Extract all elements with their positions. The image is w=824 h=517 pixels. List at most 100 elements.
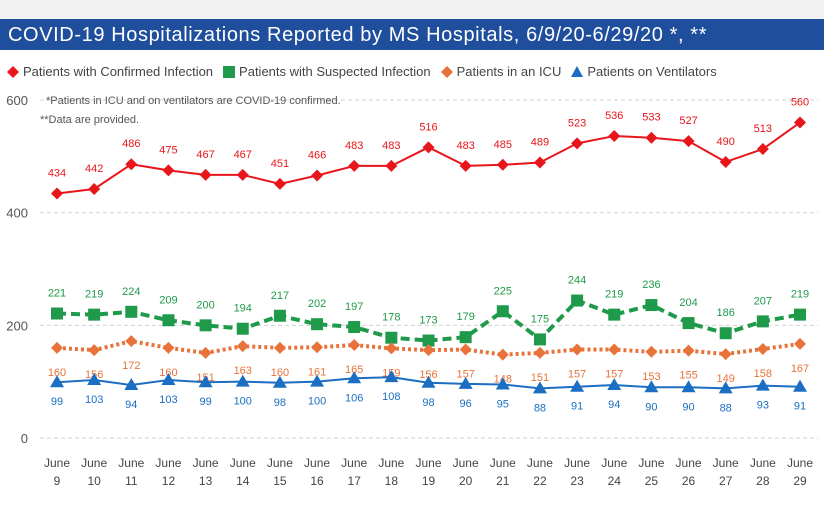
data-point-icu [496,348,509,361]
x-tick-label: June [787,456,813,470]
data-point-suspected [162,314,175,327]
data-label-ventilators: 90 [645,401,657,413]
data-label-confirmed: 536 [605,110,623,122]
data-point-ventilators [161,372,176,385]
data-label-suspected: 236 [642,279,660,291]
data-label-ventilators: 94 [125,399,137,411]
data-point-confirmed [756,143,769,156]
data-point-ventilators [607,378,622,391]
data-label-icu: 153 [642,371,660,383]
data-point-ventilators [310,374,325,387]
legend-item-suspected: Patients with Suspected Infection [222,64,431,79]
data-point-confirmed [311,169,324,182]
legend-label-confirmed: Patients with Confirmed Infection [23,64,214,79]
data-label-icu: 160 [271,367,289,379]
x-tick-label: 15 [273,474,287,488]
data-label-confirmed: 434 [48,168,66,180]
x-tick-label: 10 [87,474,101,488]
x-tick-label: 12 [162,474,176,488]
x-tick-label: June [230,456,256,470]
data-point-confirmed [682,135,695,148]
data-label-ventilators: 96 [460,398,472,410]
data-point-ventilators [495,377,510,390]
data-label-ventilators: 93 [757,400,769,412]
data-point-ventilators [235,374,250,387]
x-tick-label: 26 [682,474,696,488]
data-point-suspected [236,322,249,335]
x-tick-label: 22 [533,474,547,488]
y-tick-label: 200 [6,318,28,333]
legend: Patients with Confirmed Infection Patient… [6,64,726,82]
data-point-confirmed [348,159,361,172]
data-point-icu [571,343,584,356]
data-label-confirmed: 490 [717,136,735,148]
data-label-confirmed: 475 [159,144,177,156]
data-point-confirmed [608,130,621,143]
data-point-icu [273,341,286,354]
y-tick-label: 0 [21,431,28,446]
data-label-ventilators: 91 [794,401,806,413]
data-label-confirmed: 483 [345,140,363,152]
x-tick-label: 19 [422,474,436,488]
data-point-ventilators [87,372,102,385]
data-label-icu: 163 [234,365,252,377]
data-point-suspected [608,308,621,321]
data-label-confirmed: 466 [308,149,326,161]
x-tick-label: June [341,456,367,470]
data-label-confirmed: 513 [754,123,772,135]
data-point-confirmed [199,168,212,181]
data-point-ventilators [198,375,213,388]
x-tick-label: 17 [348,474,362,488]
x-tick-label: June [155,456,181,470]
title-bar: COVID-19 Hospitalizations Reported by MS… [0,0,824,50]
data-label-suspected: 221 [48,288,66,300]
data-point-ventilators [755,378,770,391]
data-label-confirmed: 533 [642,112,660,124]
data-label-ventilators: 103 [85,394,103,406]
data-label-suspected: 186 [717,307,735,319]
data-point-icu [125,335,138,348]
data-label-suspected: 224 [122,286,140,298]
data-label-ventilators: 106 [345,392,363,404]
data-point-ventilators [644,380,659,393]
data-point-icu [682,344,695,357]
data-label-suspected: 207 [754,295,772,307]
data-label-ventilators: 108 [382,391,400,403]
data-label-confirmed: 451 [271,158,289,170]
data-point-ventilators [681,380,696,393]
data-label-ventilators: 90 [682,401,694,413]
data-point-suspected [571,294,584,307]
data-point-ventilators [50,375,64,388]
data-label-ventilators: 99 [199,396,211,408]
data-point-confirmed [719,155,732,168]
data-point-confirmed [496,158,509,171]
x-tick-label: June [118,456,144,470]
data-point-icu [162,341,175,354]
data-label-ventilators: 91 [571,401,583,413]
data-point-icu [608,343,621,356]
data-label-ventilators: 88 [534,402,546,414]
x-tick-label: June [453,456,479,470]
data-point-ventilators [347,371,362,384]
x-tick-label: June [527,456,553,470]
x-tick-label: June [415,456,441,470]
data-point-confirmed [51,187,63,200]
data-label-confirmed: 485 [494,139,512,151]
legend-item-confirmed: Patients with Confirmed Infection [6,64,213,79]
x-tick-label: 20 [459,474,473,488]
data-label-confirmed: 489 [531,137,549,149]
data-label-icu: 149 [717,373,735,385]
x-tick-label: 28 [756,474,770,488]
data-point-confirmed [571,137,584,150]
data-label-confirmed: 486 [122,138,140,150]
x-tick-label: 14 [236,474,250,488]
data-label-icu: 158 [754,368,772,380]
data-point-ventilators [124,378,139,391]
data-point-icu [756,342,769,355]
data-label-suspected: 179 [456,311,474,323]
x-tick-label: June [304,456,330,470]
data-label-suspected: 178 [382,312,400,324]
data-point-confirmed [794,116,806,129]
legend-marker-icu [440,65,453,78]
chart-note: *Patients in ICU and on ventilators are … [46,95,341,107]
